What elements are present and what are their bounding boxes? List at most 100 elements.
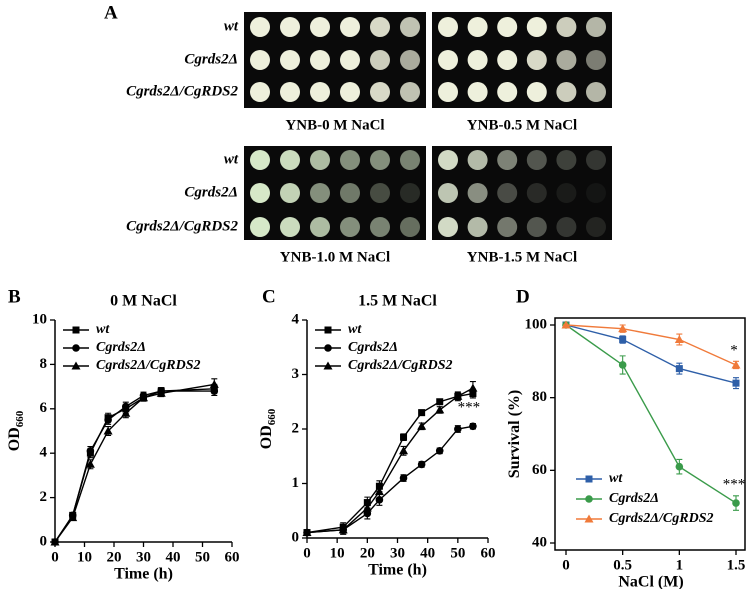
spot [370,217,390,237]
spot [310,82,330,102]
strain-label: wt [224,18,239,34]
strain-label: Cgrds2Δ [184,51,238,67]
y-axis-title-sub: 660 [266,408,278,425]
spot [310,17,330,37]
spot [400,217,420,237]
spot [370,150,390,170]
series-line [565,324,737,366]
spot [280,217,300,237]
spot [280,82,300,102]
spot [340,217,360,237]
marker [302,528,312,537]
legend-label: Cgrds2Δ [348,340,398,355]
series-line [565,324,737,384]
spot [467,217,488,237]
marker [104,416,112,424]
marker [418,409,426,417]
y-axis-title: Survival (%) [506,390,523,478]
marker [399,446,409,455]
spot [556,82,577,102]
spot [370,183,390,203]
y-axis-title-main: OD [6,427,23,451]
spot [250,183,270,203]
spot [556,17,577,37]
marker [468,383,478,392]
spot-plate [244,146,426,240]
y-tick-label: 100 [525,316,548,332]
spot [310,217,330,237]
panel-label: C [262,286,276,307]
spot [497,183,518,203]
spot [250,50,270,70]
x-axis-title: Time (h) [114,566,173,583]
panel-label: A [104,2,118,23]
spot [310,183,330,203]
marker [454,425,462,433]
x-tick-label: 40 [420,545,435,561]
spot [556,50,577,70]
legend-label: Cgrds2Δ/CgRDS2 [348,358,452,373]
x-tick-label: 1 [676,557,684,573]
x-axis-title: NaCl (M) [618,574,683,589]
legend-label: Cgrds2Δ/CgRDS2 [609,511,713,526]
spot [280,17,300,37]
x-tick-label: 60 [481,545,496,561]
series-line [306,425,474,534]
x-tick-label: 40 [166,549,181,565]
x-tick-label: 0.5 [613,557,632,573]
marker [561,320,571,329]
y-tick-label: 0 [40,533,48,549]
spot [340,17,360,37]
x-tick-label: 10 [77,549,92,565]
x-tick-label: 0 [51,549,59,565]
spot [280,183,300,203]
marker [618,324,628,333]
condition-label: YNB-1.5 M NaCl [467,249,577,265]
marker [435,405,445,414]
x-tick-label: 20 [360,545,375,561]
spot [438,217,458,237]
y-tick-label: 3 [292,366,300,382]
y-tick-label: 2 [292,420,300,436]
spot [340,183,360,203]
marker [585,495,593,503]
y-axis-title-sub: 660 [14,410,26,427]
spot [250,17,270,37]
marker [50,537,60,546]
strain-label: wt [224,151,239,167]
spot [586,150,606,170]
spot [497,217,518,237]
spot [400,17,420,37]
spot [340,150,360,170]
spot [400,50,420,70]
marker [324,326,332,334]
series-line [54,390,215,543]
series-line [306,387,474,534]
marker [72,326,80,334]
marker [209,379,219,388]
spot [556,183,577,203]
spot [250,217,270,237]
spot [497,82,518,102]
spot [467,17,488,37]
marker [618,361,627,369]
spot-plate [244,12,426,108]
condition-label: YNB-0.5 M NaCl [467,117,577,133]
y-axis-title-main: Survival (%) [506,390,523,478]
spot [438,82,458,102]
spot [340,82,360,102]
spot [467,150,488,170]
marker [156,388,166,397]
marker [453,391,463,400]
marker [732,379,740,387]
spot [526,17,547,37]
y-tick-label: 0 [292,529,300,545]
marker [619,336,627,344]
spot [586,17,606,37]
spot [526,82,547,102]
marker [362,503,372,512]
marker [139,393,148,402]
spot [526,183,547,203]
marker [338,525,348,534]
